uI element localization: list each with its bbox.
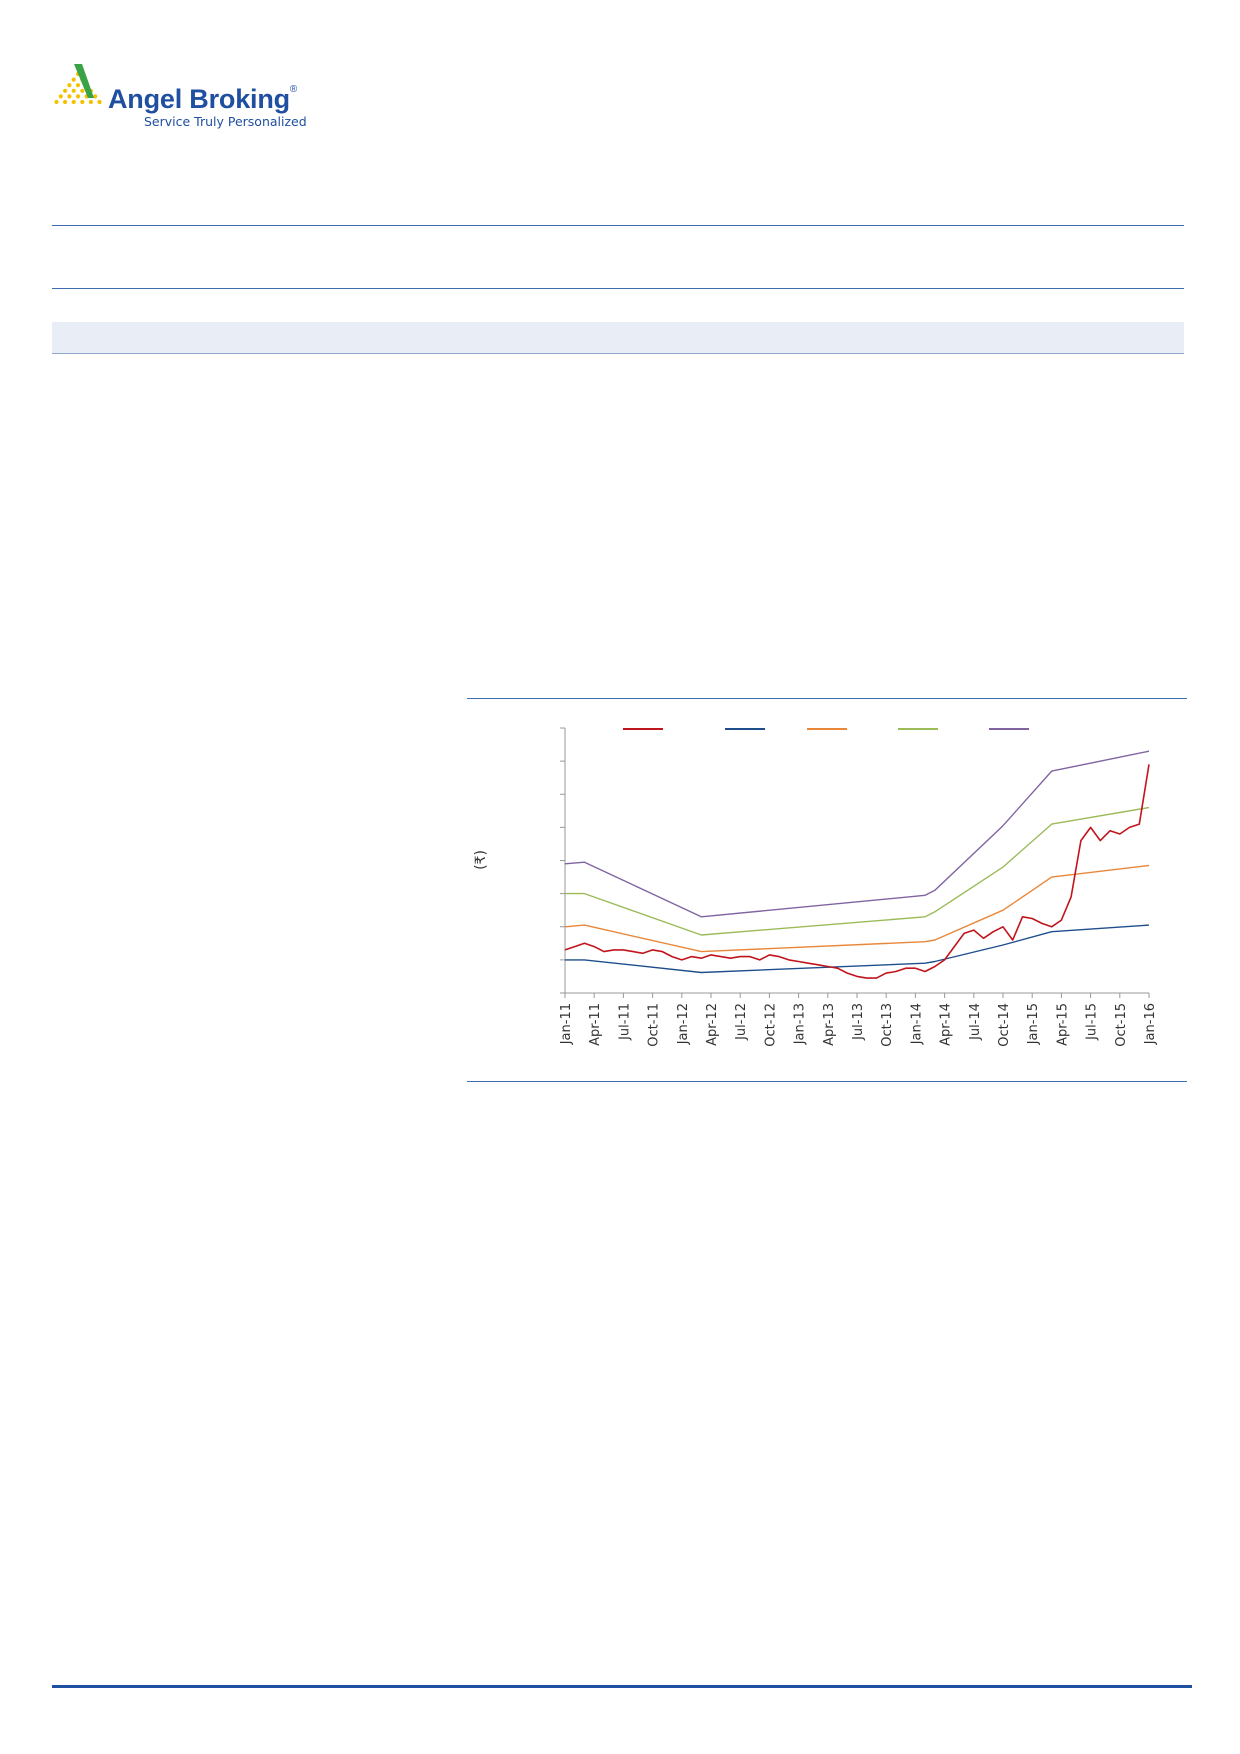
logo-dot <box>67 94 72 99</box>
x-tick-label: Jul-13 <box>851 1003 866 1041</box>
x-tick-label: Oct-14 <box>997 1003 1012 1047</box>
x-tick-label: Jan-13 <box>793 1003 808 1045</box>
band-series-line <box>564 750 1150 918</box>
price-band-chart: Jan-11 Apr-11 Jul-11 Oct-11 Jan-12 Apr-12 Jul-… <box>473 727 1158 1047</box>
logo-dot <box>54 99 59 105</box>
header-shaded-band <box>52 322 1184 353</box>
x-tick-label: Oct-11 <box>647 1003 662 1047</box>
x-tick-label: Apr-15 <box>1055 1003 1070 1046</box>
logo-triangle-icon <box>54 64 102 105</box>
x-tick-label: Oct-12 <box>763 1003 778 1047</box>
logo-dot <box>71 99 76 105</box>
header-band-bottom-rule <box>52 353 1184 354</box>
logo-dot <box>63 88 68 93</box>
brand-name: Angel Broking® <box>108 84 298 114</box>
footer-rule <box>52 1685 1192 1688</box>
x-tick-label: Apr-14 <box>939 1003 954 1046</box>
price-series-line <box>564 764 1150 979</box>
chart-top-rule <box>467 698 1187 699</box>
band-series-line <box>565 806 1150 936</box>
x-tick-label: Jan-16 <box>1143 1003 1158 1045</box>
x-tick-label: Jul-15 <box>1085 1003 1100 1041</box>
header-rule-middle <box>52 288 1184 289</box>
x-tick-label: Apr-13 <box>822 1003 837 1046</box>
logo-dot <box>67 83 72 88</box>
y-axis-label: (₹) <box>473 850 489 870</box>
header-rule-top <box>52 225 1184 226</box>
registered-mark: ® <box>289 84 298 95</box>
band-series-line <box>565 924 1150 974</box>
x-tick-label: Jul-11 <box>617 1003 632 1041</box>
logo-dot <box>75 94 81 99</box>
angel-broking-logo[interactable]: Angel Broking® Service Truly Personalize… <box>52 64 312 136</box>
x-tick-label: Jul-12 <box>734 1003 749 1041</box>
chart-axes: Jan-11 Apr-11 Jul-11 Oct-11 Jan-12 Apr-12 Jul-… <box>559 727 1158 1047</box>
logo-dot <box>93 94 98 99</box>
logo-dot <box>58 94 63 99</box>
logo-dot <box>88 99 93 105</box>
chart-series <box>564 750 1150 979</box>
logo-dot <box>97 99 102 105</box>
x-tick-label: Oct-13 <box>880 1003 895 1047</box>
x-tick-label: Apr-12 <box>705 1003 720 1046</box>
x-tick-label: Jul-14 <box>968 1003 983 1041</box>
chart-bottom-rule <box>467 1081 1187 1082</box>
brand-tagline: Service Truly Personalized <box>144 114 307 129</box>
x-tick-label: Oct-15 <box>1114 1003 1129 1047</box>
x-tick-label: Jan-11 <box>559 1003 574 1045</box>
x-tick-label: Jan-15 <box>1026 1003 1041 1045</box>
logo-dot <box>71 88 76 93</box>
logo-dot <box>75 83 81 88</box>
logo-dot <box>80 99 85 105</box>
x-tick-label: Jan-12 <box>676 1003 691 1045</box>
x-tick-label: Apr-11 <box>588 1003 603 1046</box>
logo-dot <box>80 88 85 93</box>
logo-dot <box>63 99 68 105</box>
x-tick-label: Jan-14 <box>909 1003 924 1045</box>
band-series-line <box>564 864 1150 953</box>
logo-dot <box>71 77 76 82</box>
